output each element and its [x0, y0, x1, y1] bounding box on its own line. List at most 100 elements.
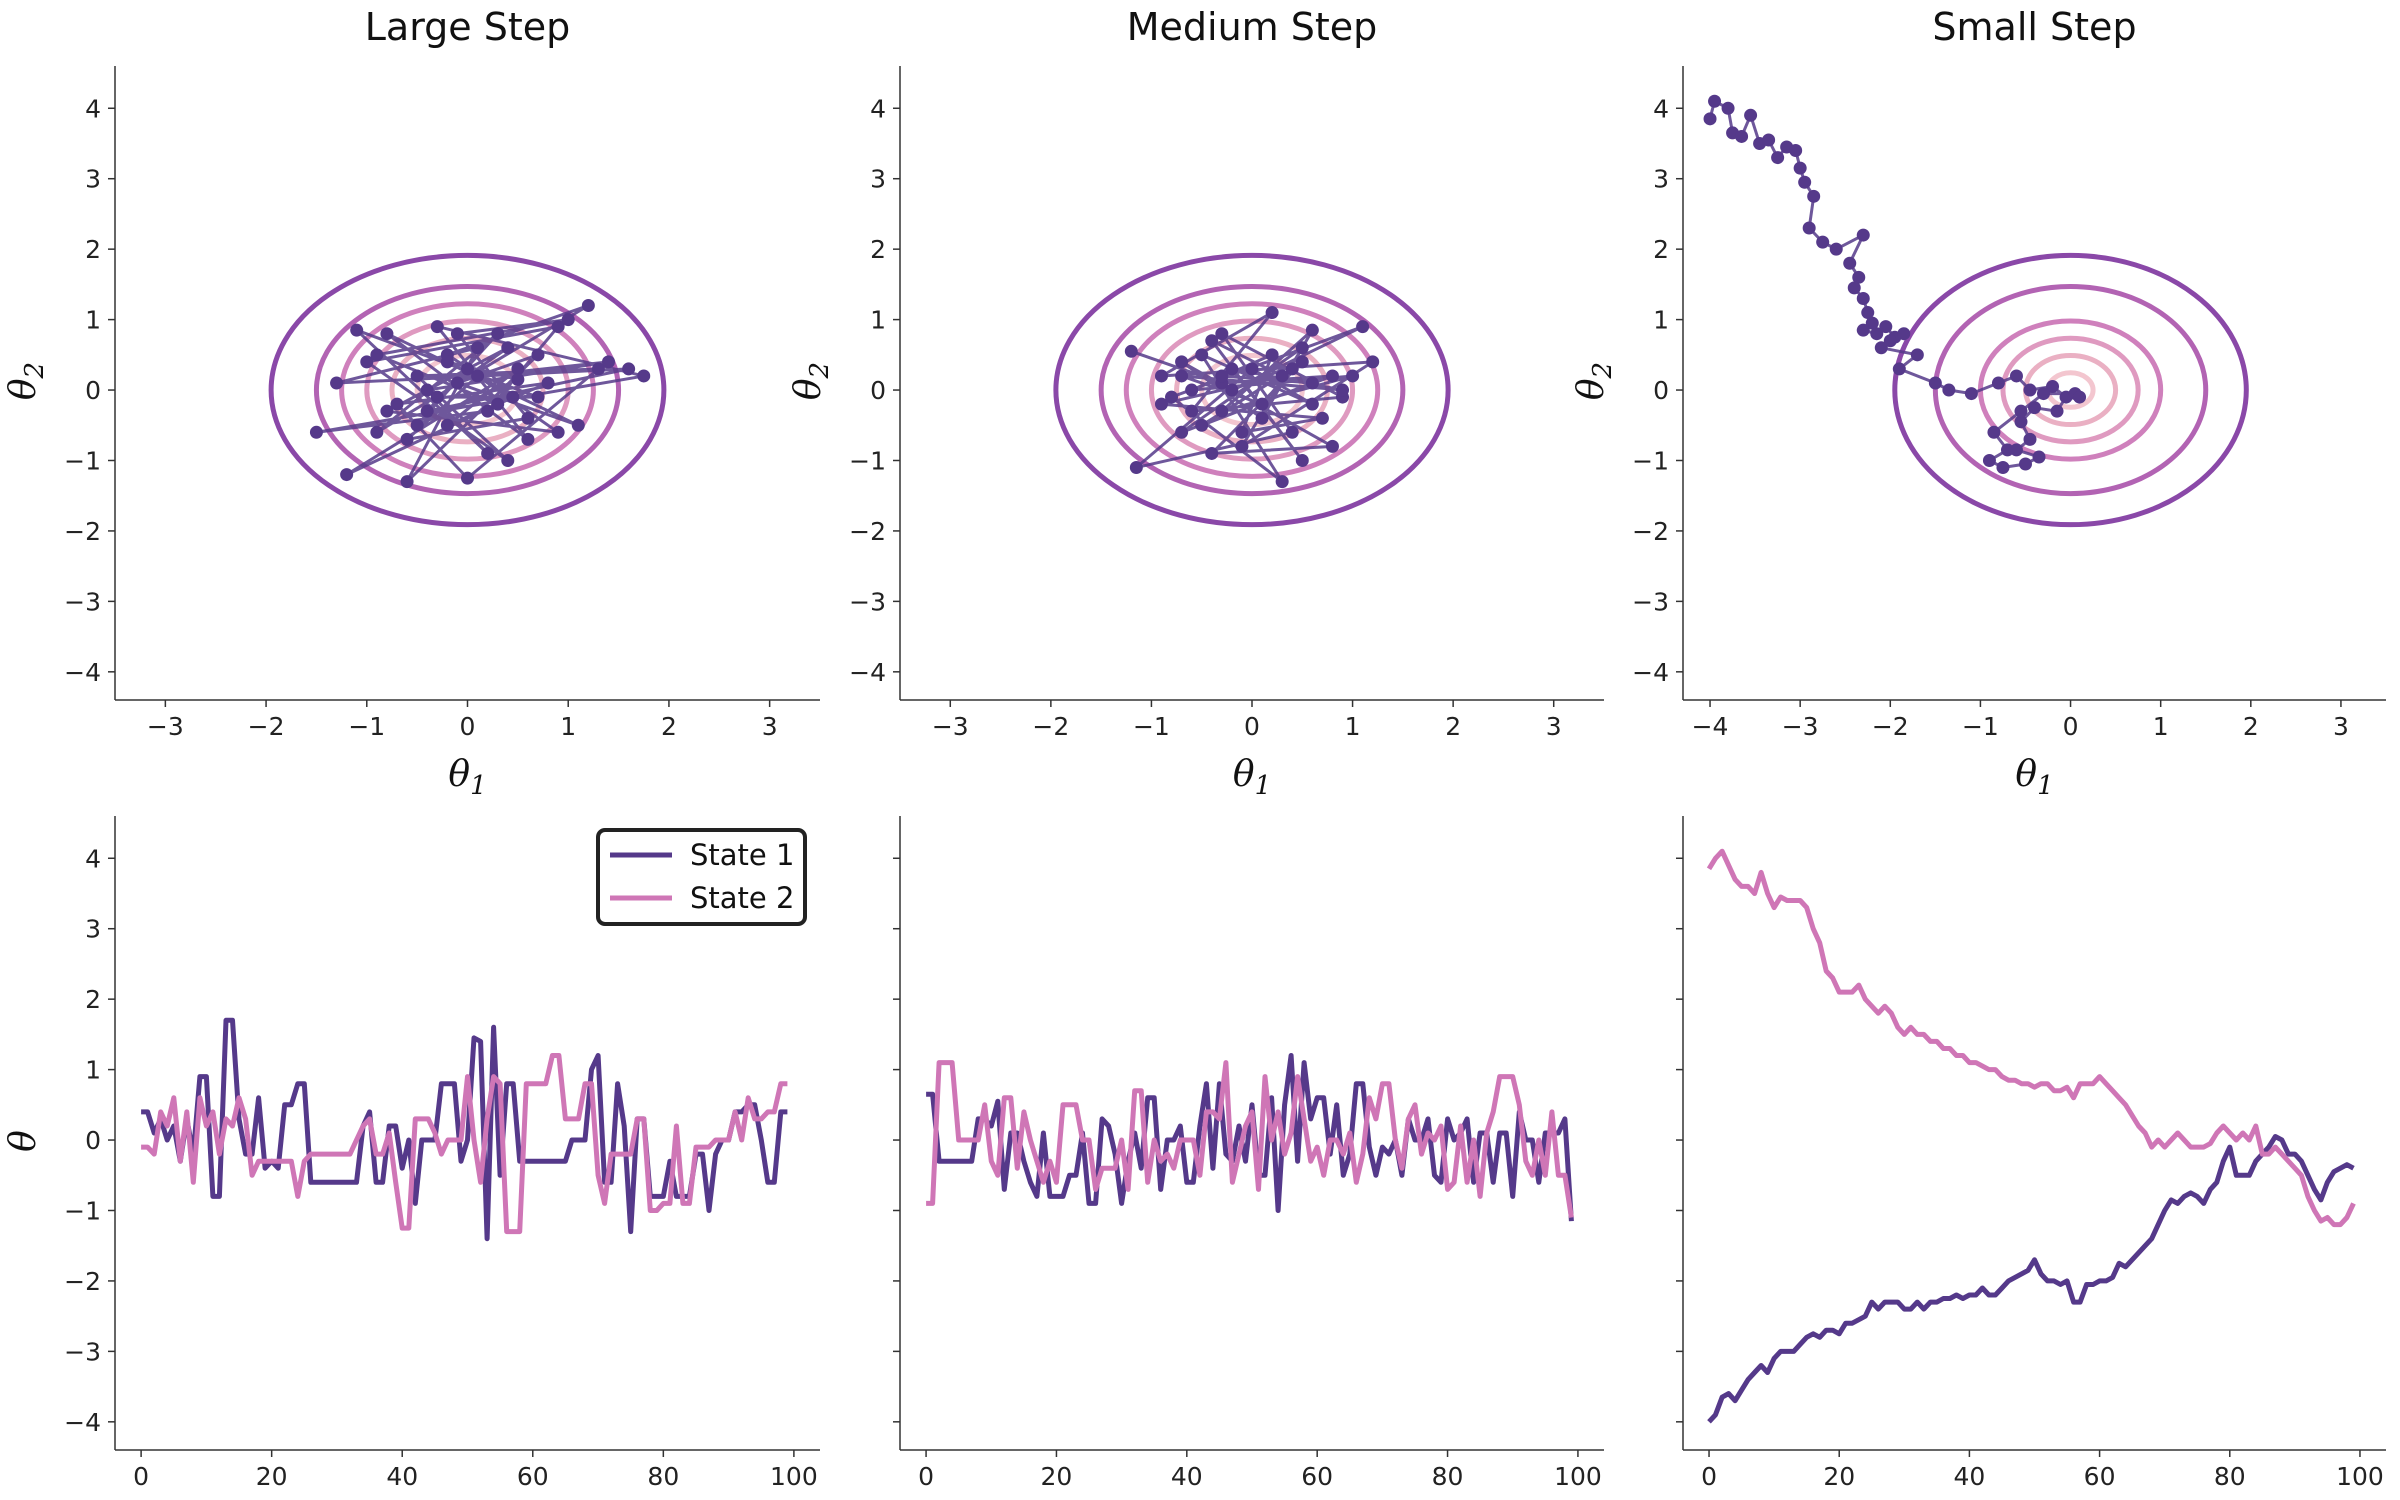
- sample-point: [1305, 323, 1319, 337]
- sample-point: [1336, 383, 1350, 397]
- sample-point: [1870, 327, 1884, 341]
- y-tick-label: −2: [64, 517, 101, 546]
- y-tick-label: 1: [85, 306, 101, 335]
- sample-point: [370, 425, 384, 439]
- sample-point: [521, 411, 535, 425]
- y-axis-label: θ2: [3, 362, 50, 400]
- sample-point: [1356, 320, 1370, 334]
- sample-point: [1275, 475, 1289, 489]
- y-axis-label: θ2: [788, 362, 835, 400]
- y-tick-label: −3: [64, 1337, 101, 1366]
- sample-point: [471, 369, 485, 383]
- sample-point: [561, 313, 575, 327]
- sample-point: [1205, 334, 1219, 348]
- sample-point: [1305, 397, 1319, 411]
- sample-point: [2073, 390, 2087, 404]
- y-tick-label: 1: [870, 306, 886, 335]
- sample-point: [1829, 242, 1843, 256]
- x-tick-label: 80: [1432, 1462, 1464, 1491]
- sample-point: [1195, 348, 1209, 362]
- legend: State 1 State 2: [596, 828, 807, 926]
- sample-point: [2037, 387, 2051, 401]
- sample-point: [380, 404, 394, 418]
- sample-point: [591, 362, 605, 376]
- sample-point: [1154, 397, 1168, 411]
- sample-point: [1154, 369, 1168, 383]
- sample-point: [471, 341, 485, 355]
- sample-point: [531, 348, 545, 362]
- sample-point: [430, 320, 444, 334]
- sample-point: [622, 362, 636, 376]
- y-tick-label: −3: [849, 587, 886, 616]
- sample-point: [1982, 453, 1996, 467]
- y-tick-label: 3: [1653, 165, 1669, 194]
- x-tick-label: −3: [1782, 712, 1819, 741]
- x-tick-label: −2: [248, 712, 285, 741]
- sample-point: [506, 390, 520, 404]
- sample-point: [1305, 376, 1319, 390]
- sample-point: [1325, 439, 1339, 453]
- x-tick-label: 40: [1954, 1462, 1986, 1491]
- trace-line-state-1: [926, 1053, 1574, 1222]
- sample-point: [1235, 439, 1249, 453]
- sample-point: [1225, 383, 1239, 397]
- sample-point: [1865, 316, 1879, 330]
- x-tick-label: 20: [1823, 1462, 1855, 1491]
- sample-point: [1991, 376, 2005, 390]
- density-contour: [2000, 335, 2141, 445]
- trace-line-state-2: [926, 1060, 1574, 1218]
- panel-title: Medium Step: [1127, 5, 1378, 49]
- x-tick-label: 2: [2243, 712, 2259, 741]
- sample-point: [1703, 112, 1717, 126]
- y-tick-label: −2: [64, 1267, 101, 1296]
- sample-point: [450, 327, 464, 341]
- x-tick-label: −2: [1872, 712, 1909, 741]
- y-tick-label: −4: [64, 1408, 101, 1437]
- sample-point: [1942, 383, 1956, 397]
- sample-point: [481, 404, 495, 418]
- sample-point: [1892, 362, 1906, 376]
- y-tick-label: 2: [870, 235, 886, 264]
- sample-point: [1185, 404, 1199, 418]
- sample-point: [440, 418, 454, 432]
- sample-point: [1802, 221, 1816, 235]
- sample-point: [2023, 383, 2037, 397]
- sample-point: [440, 355, 454, 369]
- sample-point: [461, 471, 474, 485]
- y-tick-label: 0: [85, 1126, 101, 1155]
- legend-label: State 1: [690, 838, 794, 872]
- panel-large-step: −3 −2 −1 0 1 2 3 −4 −3 −2 −1 0 1 2 3 4 Large Step θ1 θ2: [3, 5, 820, 801]
- y-tick-label: 4: [85, 94, 101, 123]
- sample-point: [420, 383, 434, 397]
- sample-point: [2028, 401, 2041, 415]
- sample-point: [491, 397, 505, 411]
- density-contour: [1053, 252, 1451, 528]
- x-tick-label: 100: [1554, 1462, 1602, 1491]
- sample-point: [1295, 355, 1309, 369]
- density-contour: [1098, 283, 1406, 497]
- sample-point: [531, 390, 545, 404]
- sample-point: [2009, 369, 2023, 383]
- density-contour: [313, 283, 622, 497]
- sample-point: [2014, 404, 2028, 418]
- panel-title: Small Step: [1932, 5, 2136, 49]
- sample-point: [1295, 453, 1309, 467]
- sample-point: [1195, 418, 1209, 432]
- x-tick-label: 20: [256, 1462, 288, 1491]
- y-tick-label: −3: [64, 587, 101, 616]
- x-tick-label: −3: [932, 712, 969, 741]
- sample-point: [2000, 443, 2014, 457]
- sample-point: [1771, 151, 1785, 165]
- density-contour: [1123, 301, 1381, 479]
- sample-point: [1861, 306, 1875, 320]
- y-tick-label: −1: [1632, 446, 1669, 475]
- sample-point: [1285, 362, 1299, 376]
- x-axis-label: θ1: [448, 754, 486, 801]
- sample-point: [461, 362, 474, 376]
- legend-label: State 2: [690, 881, 794, 915]
- y-tick-label: 4: [1653, 94, 1669, 123]
- sample-point: [330, 376, 344, 390]
- trace-panel-3: 0 20 40 60 80 100: [1676, 816, 2386, 1491]
- sample-point: [1789, 144, 1803, 158]
- sample-point: [370, 348, 384, 362]
